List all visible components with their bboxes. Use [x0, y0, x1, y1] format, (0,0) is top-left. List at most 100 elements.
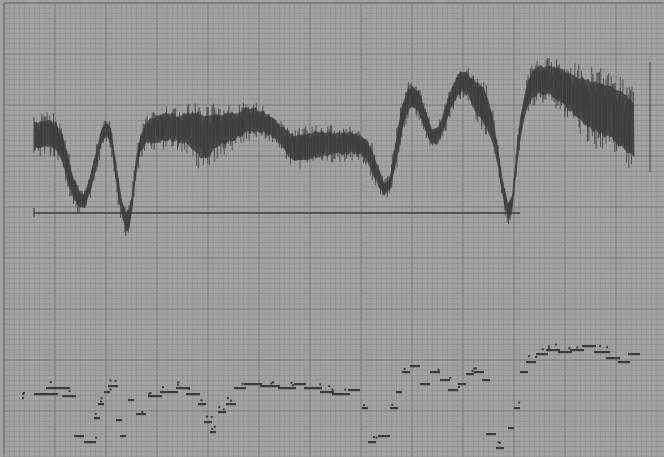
step-segment: [378, 435, 390, 438]
step-dot: [100, 397, 103, 400]
step-segment: [448, 389, 458, 392]
step-segment: [430, 371, 440, 374]
step-segment: [582, 345, 596, 348]
step-dot: [599, 345, 602, 348]
step-dot: [290, 381, 293, 384]
upper-trace-hatch: [33, 57, 635, 236]
step-segment: [218, 411, 226, 414]
step-segment: [46, 387, 70, 390]
step-dot: [547, 347, 550, 350]
step-dot: [437, 368, 440, 371]
step-segment: [294, 383, 306, 386]
step-segment: [536, 353, 548, 356]
step-segment: [508, 427, 514, 430]
step-dot: [177, 381, 180, 384]
step-dot: [528, 355, 531, 358]
step-segment: [62, 395, 76, 398]
step-dot: [149, 392, 152, 395]
step-segment: [186, 393, 200, 396]
step-dot: [403, 367, 406, 370]
step-segment: [368, 441, 376, 444]
step-segment: [362, 407, 368, 410]
step-segment: [226, 403, 236, 406]
step-dot: [177, 383, 180, 386]
step-segment: [128, 399, 134, 402]
step-segment: [176, 387, 190, 390]
step-dot: [372, 436, 375, 438]
step-dot: [241, 382, 244, 385]
step-dot: [576, 346, 579, 349]
step-dot: [187, 387, 190, 390]
step-segment: [474, 371, 484, 374]
step-segment: [458, 383, 466, 386]
step-dot: [606, 346, 609, 349]
step-segment: [260, 385, 280, 388]
step-segment: [98, 403, 104, 406]
step-segment: [546, 349, 560, 352]
step-dot: [568, 347, 571, 350]
lower-step-trace: [22, 343, 640, 450]
step-segment: [104, 391, 110, 394]
step-dot: [473, 367, 476, 370]
step-dot: [94, 412, 97, 415]
step-dot: [292, 384, 295, 387]
step-dot: [497, 441, 500, 444]
step-segment: [594, 351, 610, 354]
upper-trace-band: [33, 57, 635, 236]
step-dot: [331, 388, 334, 391]
step-segment: [108, 385, 118, 388]
step-dot: [449, 376, 452, 379]
step-segment: [420, 383, 430, 386]
step-dot: [328, 385, 331, 388]
step-segment: [84, 441, 96, 444]
step-segment: [332, 393, 350, 396]
step-dot: [518, 401, 521, 404]
step-segment: [482, 379, 490, 382]
step-segment: [496, 447, 504, 450]
step-segment: [22, 397, 24, 400]
step-dot: [213, 425, 216, 428]
step-dot: [375, 436, 378, 439]
step-dot: [100, 400, 103, 403]
step-segment: [402, 371, 410, 374]
step-segment: [136, 413, 146, 416]
step-segment: [390, 407, 398, 410]
step-dot: [344, 388, 347, 391]
step-segment: [234, 387, 246, 390]
step-segment: [558, 351, 572, 354]
step-segment: [116, 419, 122, 422]
step-segment: [278, 387, 296, 390]
step-segment: [244, 383, 262, 386]
step-dot: [109, 379, 112, 382]
step-dot: [200, 399, 203, 402]
step-segment: [570, 349, 584, 352]
step-dot: [535, 356, 538, 359]
step-segment: [120, 435, 126, 438]
step-dot: [222, 408, 225, 411]
step-dot: [554, 343, 557, 346]
step-dot: [205, 415, 208, 418]
step-dot: [270, 382, 273, 385]
step-segment: [348, 389, 360, 392]
step-segment: [526, 361, 536, 364]
step-dot: [541, 348, 544, 351]
upper-trace-baseline: [33, 62, 651, 217]
step-dot: [109, 388, 112, 391]
step-segment: [320, 391, 334, 394]
step-dot: [319, 383, 322, 386]
step-segment: [94, 417, 100, 420]
step-dot: [210, 416, 213, 418]
step-segment: [628, 353, 640, 356]
step-segment: [606, 357, 620, 360]
step-segment: [160, 391, 178, 394]
step-dot: [68, 390, 71, 392]
step-segment: [440, 379, 450, 382]
step-segment: [74, 435, 84, 438]
step-dot: [271, 381, 274, 384]
step-segment: [618, 361, 630, 364]
step-dot: [141, 410, 144, 413]
step-dot: [218, 406, 221, 409]
step-segment: [486, 433, 496, 436]
